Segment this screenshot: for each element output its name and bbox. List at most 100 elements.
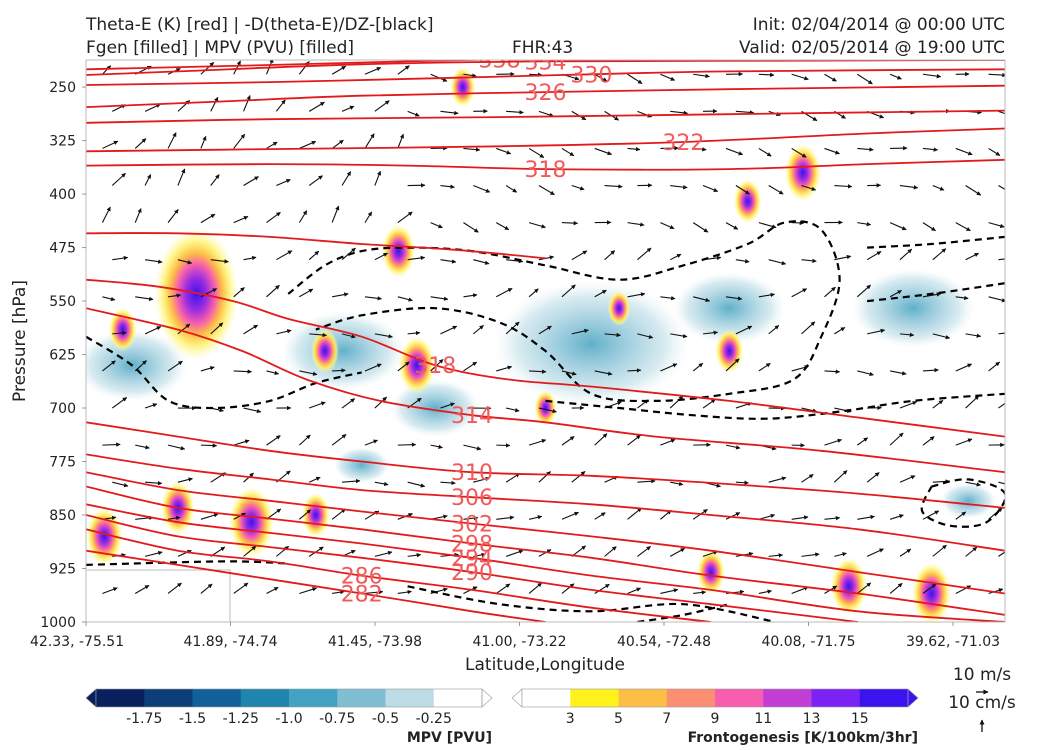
x-tick-label-5: 40.08, -71.75: [761, 634, 855, 650]
wind-arrow-369: [276, 545, 290, 557]
wind-arrow-129: [660, 222, 675, 230]
theta-e-contour-4: [86, 84, 1005, 108]
wind-arrow-220: [899, 332, 915, 338]
mpv-colorbar-tick-5: -0.5: [372, 711, 399, 727]
fgen-blob-0: [154, 227, 239, 360]
mpv-colorbar-max-extend: [481, 688, 493, 708]
fgen-colorbar-tick-1: 5: [614, 711, 623, 727]
wind-arrow-230: [299, 370, 318, 376]
valid-time: Valid: 02/05/2014 @ 19:00 UTC: [739, 38, 1005, 58]
x-axis-label: Latitude,Longitude: [465, 655, 625, 675]
wind-arrow-101: [670, 184, 688, 190]
wind-arrow-72: [627, 146, 641, 152]
wind-arrow-96: [505, 185, 518, 193]
stability-contour-5: [920, 478, 1005, 528]
wind-arrow-385: [801, 552, 820, 557]
wind-arrow-321: [538, 471, 551, 483]
wind-arrow-278: [965, 395, 980, 409]
wind-arrow-219: [867, 328, 886, 335]
wind-arrow-161: [801, 258, 817, 264]
wind-arrow-47: [735, 110, 755, 115]
wind-arrow-112: [101, 206, 111, 223]
stability-contour-2: [545, 392, 1005, 420]
wind-arrow-18: [693, 73, 710, 79]
stability-contour-6: [86, 560, 289, 566]
wind-arrow-348: [496, 515, 515, 520]
wind-arrow-329: [801, 473, 814, 483]
wind-arrow-20: [758, 72, 775, 78]
wind-arrow-228: [233, 369, 253, 374]
wind-arrow-170: [167, 293, 182, 298]
wind-arrow-246: [824, 369, 841, 374]
x-tick-label-0: 42.33, -75.51: [30, 634, 124, 650]
wind-arrow-216: [768, 324, 780, 335]
wind-arrow-387: [866, 548, 884, 557]
wind-arrow-355: [725, 512, 741, 520]
wind-arrow-203: [341, 333, 356, 339]
wind-arrow-310: [177, 477, 193, 483]
wind-arrow-379: [604, 546, 617, 557]
wind-arrow-198: [177, 323, 191, 335]
mpv-blob-2: [390, 379, 481, 437]
wind-arrow-173: [266, 284, 280, 298]
wind-arrow-418: [955, 585, 972, 594]
wind-arrow-375: [473, 552, 486, 558]
mpv-colorbar-swatch-7: [433, 689, 483, 707]
fgen-blob-4: [310, 328, 339, 373]
wind-arrow-148: [374, 252, 388, 261]
wind-arrow-343: [331, 508, 346, 520]
wind-arrow-303: [856, 437, 869, 446]
wind-arrow-149: [407, 255, 426, 261]
wind-arrow-308: [112, 481, 129, 488]
wind-arrow-302: [824, 438, 843, 446]
wind-arrow-256: [243, 407, 262, 414]
wind-arrow-118: [298, 210, 308, 223]
wind-arrow-296: [627, 434, 641, 446]
wind-arrow-133: [791, 220, 805, 226]
wind-arrow-179: [463, 293, 478, 298]
wind-arrow-286: [298, 434, 311, 446]
x-tick-label-3: 41.00, -73.22: [472, 634, 566, 650]
mpv-blob-3: [493, 280, 690, 407]
wind-arrow-106: [834, 184, 853, 189]
wind-arrow-103: [735, 185, 750, 195]
wind-arrow-242: [692, 362, 704, 372]
wind-arrow-83: [988, 147, 1001, 156]
wind-arrow-289: [397, 442, 417, 447]
fgen-colorbar-tick-6: 15: [851, 711, 869, 727]
wind-arrow-130: [692, 222, 709, 233]
wind-arrow-259: [341, 398, 356, 409]
fgen-colorbar-swatch-2: [618, 689, 668, 707]
wind-arrow-206: [440, 325, 458, 335]
mpv-colorbar-tick-1: -1.5: [179, 711, 206, 727]
wind-arrow-69: [528, 147, 545, 159]
wind-arrow-110: [965, 185, 982, 196]
fgen-colorbar-swatch-5: [763, 689, 812, 707]
wind-arrow-81: [922, 147, 939, 152]
wind-arrow-280: [102, 442, 121, 447]
wind-arrow-21: [791, 73, 809, 81]
fgen-colorbar-tick-3: 9: [711, 711, 720, 727]
wind-arrow-291: [463, 444, 482, 451]
quiver-key-vertical: 10 cm/s: [948, 693, 1016, 713]
wind-arrow-115: [200, 213, 216, 224]
wind-arrow-405: [528, 582, 543, 594]
x-tick-label-6: 39.62, -71.03: [906, 634, 1000, 650]
wind-arrow-176: [364, 296, 382, 301]
wind-arrow-342: [298, 509, 312, 520]
theta-e-label-1: 338: [479, 48, 521, 73]
wind-arrow-239: [594, 370, 613, 376]
fgen-blob-11: [715, 328, 744, 373]
wind-arrow-281: [135, 444, 150, 450]
wind-arrow-194: [955, 295, 969, 301]
wind-arrow-406: [561, 583, 575, 594]
wind-arrow-105: [801, 184, 817, 191]
y-tick-label-8: 850: [49, 508, 76, 524]
wind-arrow-412: [758, 589, 772, 595]
wind-arrow-202: [309, 332, 327, 338]
wind-arrow-209: [538, 325, 552, 335]
wind-arrow-23: [857, 73, 873, 85]
wind-arrow-392: [102, 587, 118, 594]
theta-e-contour-18: [86, 549, 546, 622]
